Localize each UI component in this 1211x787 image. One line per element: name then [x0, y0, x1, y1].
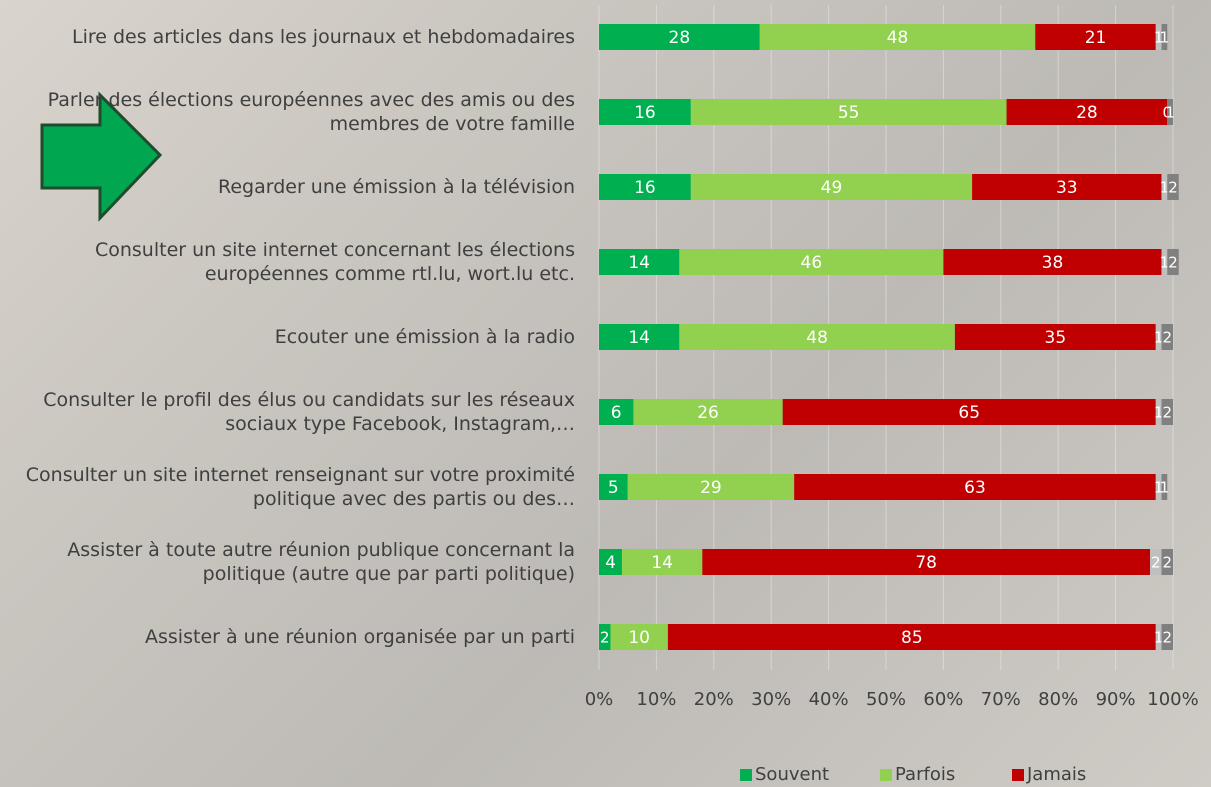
value-label: 35: [1045, 328, 1067, 348]
category-label: Lire des articles dans les journaux et h…: [0, 25, 575, 49]
x-tick-label: 70%: [971, 689, 1031, 710]
value-label: 78: [915, 553, 937, 573]
x-tick-label: 80%: [1028, 689, 1088, 710]
category-label: Ecouter une émission à la radio: [0, 325, 575, 349]
value-label: 2: [1162, 329, 1172, 347]
value-label: 10: [628, 628, 650, 648]
legend-item: Souvent: [740, 764, 829, 785]
x-tick-label: 100%: [1143, 689, 1203, 710]
page: 2848211116552801164933121446381214483512…: [0, 0, 1211, 787]
legend-swatch: [1012, 769, 1024, 781]
value-label: 2: [600, 629, 610, 647]
value-label: 2: [1162, 554, 1172, 572]
value-label: 1: [1160, 479, 1170, 497]
value-label: 49: [821, 178, 843, 198]
x-tick-label: 20%: [684, 689, 744, 710]
value-label: 16: [634, 178, 656, 198]
value-label: 38: [1042, 253, 1064, 273]
value-label: 63: [964, 478, 986, 498]
x-tick-label: 90%: [1086, 689, 1146, 710]
legend-item: Parfois: [880, 764, 955, 785]
value-label: 26: [697, 403, 719, 423]
legend-label: Souvent: [755, 764, 829, 785]
value-label: 29: [700, 478, 722, 498]
legend-label: Jamais: [1027, 764, 1086, 785]
value-label: 1: [1160, 29, 1170, 47]
value-label: 14: [651, 553, 673, 573]
category-label: Consulter un site internet concernant le…: [0, 238, 575, 286]
value-label: 2: [1168, 254, 1178, 272]
value-label: 85: [901, 628, 923, 648]
category-label: Assister à une réunion organisée par un …: [0, 625, 575, 649]
legend-label: Parfois: [895, 764, 955, 785]
value-label: 2: [1162, 629, 1172, 647]
category-label: Regarder une émission à la télévision: [0, 175, 575, 199]
value-label: 1: [1165, 104, 1175, 122]
value-label: 5: [608, 478, 619, 498]
value-label: 21: [1085, 28, 1107, 48]
category-label: Parler des élections européennes avec de…: [0, 88, 575, 136]
category-label: Assister à toute autre réunion publique …: [0, 538, 575, 586]
value-label: 2: [1151, 554, 1161, 572]
value-label: 14: [628, 253, 650, 273]
value-label: 2: [1168, 179, 1178, 197]
value-label: 48: [887, 28, 909, 48]
value-label: 6: [611, 403, 622, 423]
value-label: 46: [801, 253, 823, 273]
value-label: 28: [1076, 103, 1098, 123]
x-tick-label: 60%: [913, 689, 973, 710]
value-label: 65: [958, 403, 980, 423]
value-label: 28: [669, 28, 691, 48]
legend-swatch: [880, 769, 892, 781]
category-label: Consulter le profil des élus ou candidat…: [0, 388, 575, 436]
value-label: 16: [634, 103, 656, 123]
category-label: Consulter un site internet renseignant s…: [0, 463, 575, 511]
x-tick-label: 10%: [626, 689, 686, 710]
x-tick-label: 30%: [741, 689, 801, 710]
x-tick-label: 0%: [569, 689, 629, 710]
x-tick-label: 40%: [799, 689, 859, 710]
legend-swatch: [740, 769, 752, 781]
value-label: 48: [806, 328, 828, 348]
value-label: 55: [838, 103, 860, 123]
x-tick-label: 50%: [856, 689, 916, 710]
legend-item: Jamais: [1012, 764, 1086, 785]
value-label: 14: [628, 328, 650, 348]
value-label: 33: [1056, 178, 1078, 198]
value-label: 4: [605, 553, 616, 573]
value-label: 2: [1162, 404, 1172, 422]
